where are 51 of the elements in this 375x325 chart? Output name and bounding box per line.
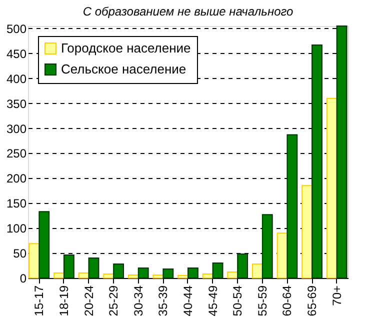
x-tick-label: 40-44 [181,285,195,316]
bar [113,264,124,278]
bar [103,274,114,278]
bar [227,272,238,278]
x-tick-label: 15-17 [32,285,46,316]
bar [302,185,313,278]
x-tick-label: 35-39 [156,285,170,316]
x-tick-label: 60-64 [280,285,294,316]
bar [28,243,40,278]
legend-label: Сельское население [61,62,186,76]
legend-label: Городское население [61,40,191,56]
y-tick-label: 100 [6,222,27,236]
y-tick-label: 400 [6,72,27,86]
y-tick-label: 250 [6,146,27,161]
bar [178,275,188,278]
bar [262,214,273,278]
bar [128,274,139,278]
y-tick-label: 500 [6,22,27,36]
x-tick-label: 30-34 [131,285,146,316]
bar [326,98,338,278]
chart-title: С образованием не выше начального [82,4,294,18]
bar [252,264,263,278]
bar [38,211,50,278]
bar [336,26,348,278]
x-tick-label: 20-24 [82,285,96,316]
bar [312,44,322,278]
bar [138,268,149,278]
y-tick-label: 150 [6,196,27,211]
bar [162,268,174,278]
x-tick-label: 25-29 [106,285,121,316]
x-tick-label: 70+ [330,286,344,306]
y-tick-label: 50 [13,246,27,261]
x-tick-label: 65-69 [305,285,320,316]
x-tick-label: 45-49 [206,285,220,316]
x-tick-label: 18-19 [56,285,71,316]
bar [286,134,298,278]
x-tick-label: 50-54 [230,285,245,316]
y-tick-label: 300 [6,122,27,136]
y-tick-label: 200 [6,172,27,186]
bar [88,258,100,278]
bar [237,254,248,278]
bar [78,272,90,278]
x-tick-label: 55-59 [255,285,270,316]
bar [63,254,74,278]
y-tick-label: 350 [6,96,27,111]
bar [54,272,64,278]
bar [212,262,224,278]
bar [188,268,198,278]
y-tick-label: 450 [6,46,27,61]
bar [202,274,214,278]
y-tick-label: 0 [20,272,27,286]
